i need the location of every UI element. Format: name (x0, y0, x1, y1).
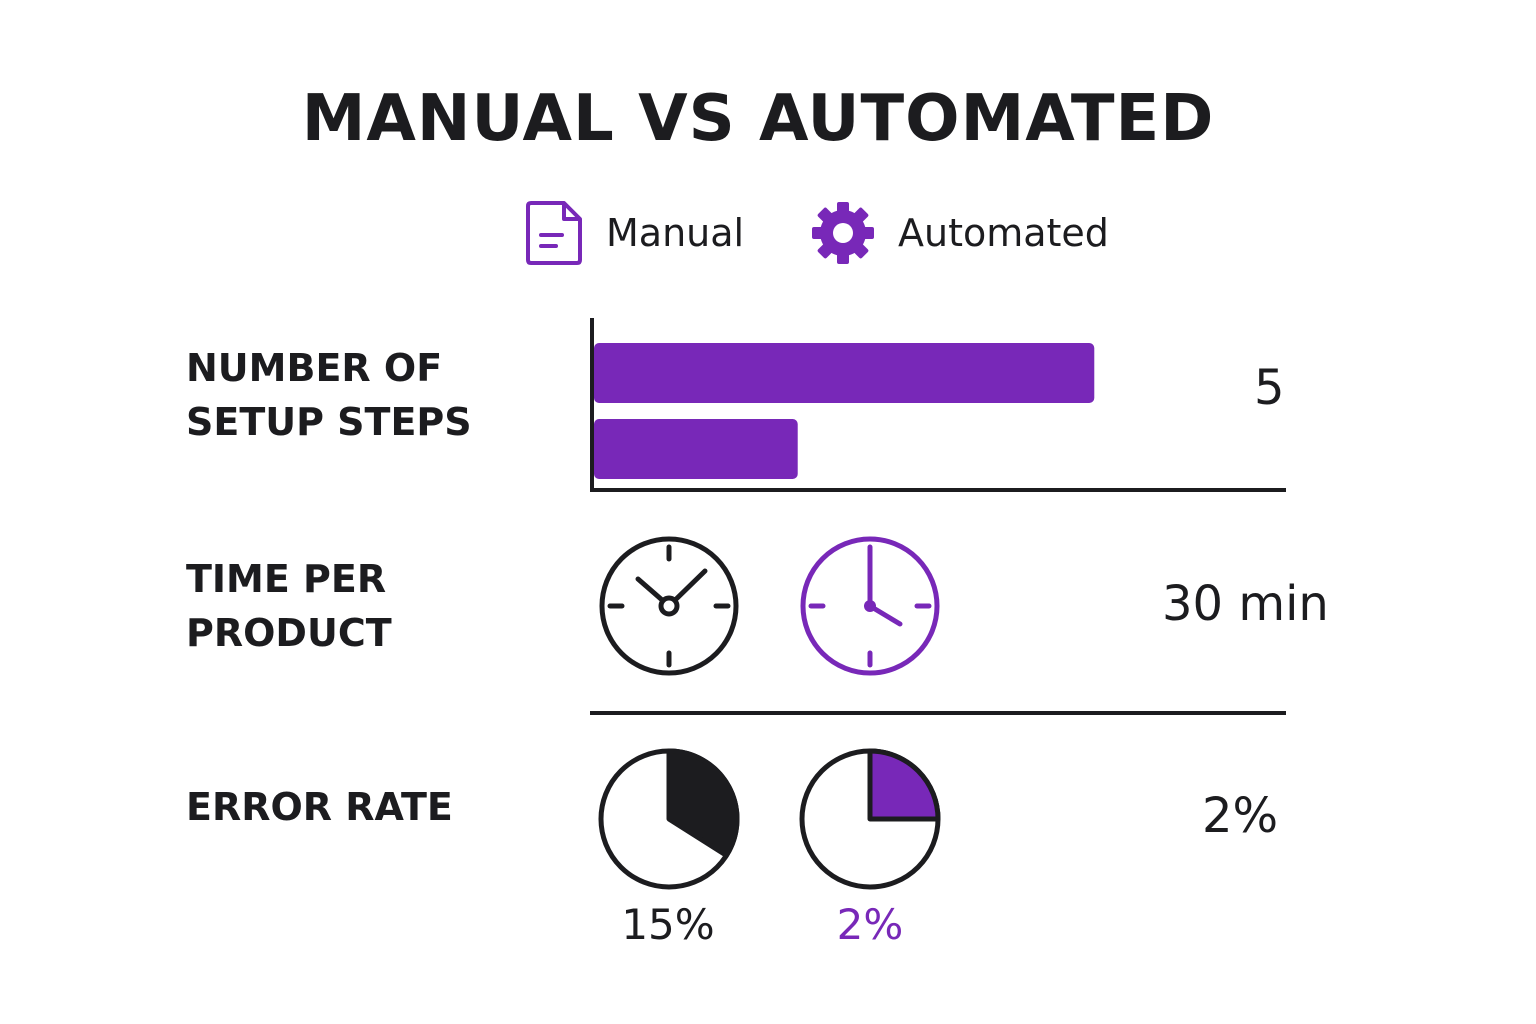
automated-clock-icon (800, 536, 940, 676)
gear-icon (810, 200, 876, 266)
row-label-time-per-product: TIME PER PRODUCT (186, 552, 392, 660)
row-label-setup-steps-line2: SETUP STEPS (186, 400, 472, 444)
legend-automated-label: Automated (898, 211, 1109, 255)
chart-title: MANUAL VS AUTOMATED (301, 82, 1215, 156)
pie-automated (799, 748, 941, 890)
pie-automated-slice (867, 748, 941, 822)
legend-automated: Automated (810, 200, 1109, 266)
legend-manual-label: Manual (606, 211, 745, 255)
row-label-time-line2: PRODUCT (186, 611, 392, 655)
row-label-setup-steps: NUMBER OF SETUP STEPS (186, 341, 472, 449)
automated-error-label: 2% (836, 900, 904, 949)
row-label-time-line1: TIME PER (186, 557, 387, 601)
row-label-error-rate: ERROR RATE (186, 785, 453, 829)
pie-manual-slice (666, 748, 740, 858)
bar-manual (594, 343, 1095, 403)
document-icon (524, 200, 584, 266)
time-per-product-value: 30 min (1162, 576, 1329, 632)
manual-error-label: 15% (621, 900, 715, 949)
error-rate-value: 2% (1202, 788, 1279, 844)
legend-manual: Manual (524, 200, 744, 266)
setup-steps-value: 5 (1254, 360, 1285, 416)
bars-group (594, 343, 1095, 479)
row-label-setup-steps-line1: NUMBER OF (186, 346, 443, 390)
pie-manual (598, 748, 740, 890)
bar-automated (594, 419, 798, 479)
manual-clock-icon (599, 536, 739, 676)
